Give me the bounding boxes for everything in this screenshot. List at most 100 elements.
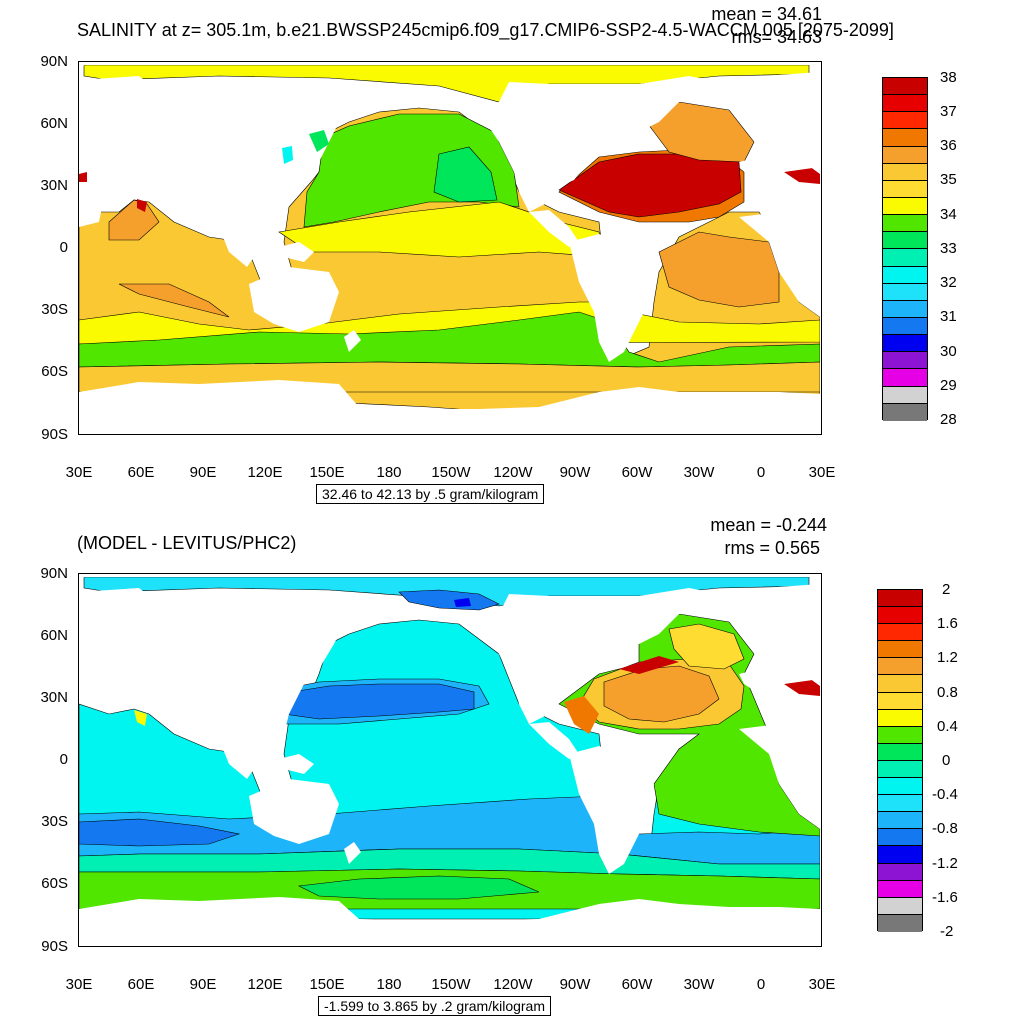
bottom-xtick-1: 30E — [65, 976, 93, 993]
top-okhotsk — [309, 130, 329, 152]
bottom-arabian-patch — [134, 710, 147, 726]
bottom-colorbar-label: -0.4 — [932, 786, 958, 803]
bottom-colorbar-label: -1.2 — [932, 855, 958, 872]
bottom-colorbar-swatch — [878, 726, 922, 744]
bottom-title: (MODEL - LEVITUS/PHC2) — [77, 533, 297, 553]
top-colorbar-label: 28 — [940, 411, 957, 428]
bottom-xtick-3: 90E — [189, 976, 217, 993]
bottom-colorbar-swatch — [878, 914, 922, 932]
top-xtick-13: 30E — [808, 464, 836, 481]
top-south-atlantic — [658, 231, 780, 308]
top-colorbar-swatch — [883, 163, 927, 181]
top-red-sea — [137, 199, 147, 212]
bottom-ytick-90n: 90N — [40, 565, 68, 582]
bottom-xtick-4: 120E — [247, 976, 283, 993]
bottom-land — [79, 574, 820, 945]
top-colorbar-swatch — [883, 249, 927, 267]
bottom-xtick-11: 30W — [683, 976, 715, 993]
top-map — [78, 61, 822, 435]
top-colorbar-swatch — [883, 335, 927, 353]
bottom-colorbar-label: -2 — [940, 923, 954, 940]
top-rms-label: rms= 34.63 — [731, 27, 822, 47]
bottom-ytick-60s: 60S — [41, 875, 68, 892]
top-colorbar-label: 31 — [940, 308, 957, 325]
top-colorbar-swatch — [883, 266, 927, 284]
bottom-colorbar-swatch — [878, 590, 922, 608]
top-colorbar-label: 29 — [940, 377, 957, 394]
bottom-colorbar-swatch — [878, 880, 922, 898]
top-mean-label: mean = 34.61 — [711, 4, 822, 24]
bottom-colorbar-label: 0 — [942, 752, 951, 769]
top-black-sea — [79, 172, 87, 182]
bottom-xtick-8: 120W — [493, 976, 533, 993]
top-xtick-9: 90W — [559, 464, 591, 481]
bottom-ytick-0: 0 — [59, 751, 68, 768]
top-xtick-6: 180 — [376, 464, 402, 481]
top-colorbar-label: 34 — [940, 206, 957, 223]
top-colorbar-swatch — [883, 232, 927, 250]
bottom-arctic-low — [398, 589, 500, 611]
top-range-label: 32.46 to 42.13 by .5 gram/kilogram — [316, 484, 545, 504]
bottom-colorbar-swatch — [878, 760, 922, 779]
bottom-colorbar-label: -0.8 — [932, 820, 958, 837]
top-kamchatka-patch — [282, 146, 293, 164]
top-ytick-30s: 30S — [41, 301, 68, 318]
bottom-gulf — [564, 696, 599, 734]
top-colorbar-swatch — [883, 95, 927, 113]
bottom-colorbar-swatch — [878, 675, 922, 693]
top-colorbar-label: 33 — [940, 240, 957, 257]
top-colorbar — [882, 77, 928, 421]
top-xtick-8: 120W — [493, 464, 533, 481]
top-map-field — [79, 62, 820, 433]
top-ytick-90n: 90N — [40, 53, 68, 70]
bottom-colorbar-swatch — [878, 743, 922, 761]
bottom-colorbar-swatch — [878, 897, 922, 915]
bottom-xtick-5: 150E — [309, 976, 345, 993]
bottom-colorbar-label: 1.2 — [937, 649, 958, 666]
top-land — [79, 62, 820, 433]
top-colorbar-swatch — [883, 352, 927, 370]
bottom-colorbar-swatch — [878, 641, 922, 659]
top-xtick-10: 60W — [621, 464, 653, 481]
top-colorbar-swatch — [883, 403, 927, 421]
top-ytick-60s: 60S — [41, 363, 68, 380]
bottom-mean-label: mean = -0.244 — [710, 515, 827, 535]
bottom-xtick-12: 0 — [756, 976, 766, 993]
bottom-xtick-10: 60W — [621, 976, 653, 993]
top-xtick-3: 90E — [189, 464, 217, 481]
bottom-colorbar-swatch — [878, 709, 922, 727]
top-colorbar-label: 36 — [940, 137, 957, 154]
bottom-nordic — [668, 623, 745, 670]
bottom-north-pacific-core — [278, 683, 475, 720]
bottom-colorbar — [877, 589, 923, 932]
top-indian-streak — [118, 283, 230, 318]
bottom-colorbar-swatch — [878, 795, 922, 813]
top-colorbar-swatch — [883, 112, 927, 130]
bottom-colorbar-label: -1.6 — [932, 889, 958, 906]
bottom-ytick-90s: 90S — [41, 938, 68, 955]
bottom-xtick-7: 150W — [431, 976, 471, 993]
bottom-xtick-2: 60E — [127, 976, 155, 993]
bottom-colorbar-swatch — [878, 778, 922, 796]
bottom-colorbar-swatch — [878, 812, 922, 830]
top-xtick-12: 0 — [756, 464, 766, 481]
top-ytick-0: 0 — [59, 239, 68, 256]
bottom-colorbar-label: 2 — [942, 581, 951, 598]
top-title: SALINITY at z= 305.1m, b.e21.BWSSP245cmi… — [77, 20, 894, 40]
top-colorbar-label: 30 — [940, 343, 957, 360]
top-colorbar-swatch — [883, 283, 927, 301]
bottom-colorbar-swatch — [878, 658, 922, 676]
bottom-xtick-13: 30E — [808, 976, 836, 993]
bottom-ytick-30n: 30N — [40, 689, 68, 706]
top-colorbar-swatch — [883, 300, 927, 318]
top-colorbar-swatch — [883, 317, 927, 336]
top-north-pacific-core — [433, 146, 498, 203]
bottom-colorbar-swatch — [878, 846, 922, 864]
top-colorbar-label: 32 — [940, 274, 957, 291]
bottom-colorbar-label: 0.4 — [937, 718, 958, 735]
bottom-xtick-6: 180 — [376, 976, 402, 993]
bottom-ytick-30s: 30S — [41, 813, 68, 830]
bottom-antarctic-core — [297, 875, 540, 900]
top-arabian-sea — [108, 199, 160, 241]
bottom-xtick-9: 90W — [559, 976, 591, 993]
